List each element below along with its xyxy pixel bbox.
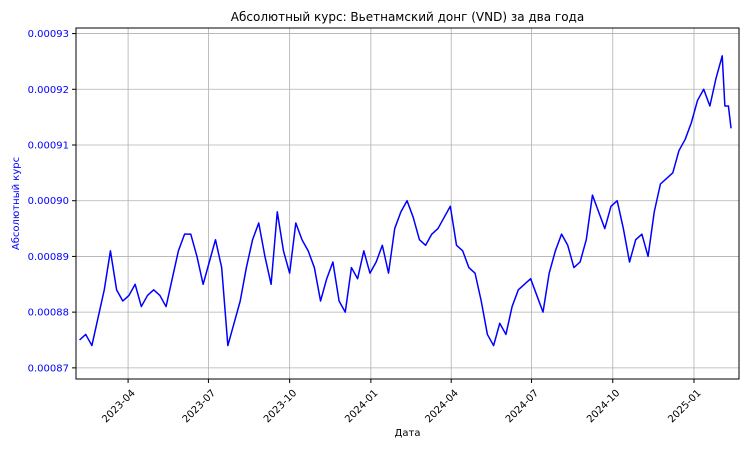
x-tick-label: 2025-01 — [666, 388, 703, 425]
series-layer — [79, 55, 732, 347]
x-tick-label: 2024-10 — [585, 388, 622, 425]
grid — [76, 28, 739, 379]
y-tick-label: 0.00087 — [28, 363, 69, 374]
x-tick-label: 2024-04 — [424, 388, 461, 425]
y-tick-label: 0.00091 — [28, 141, 69, 152]
y-tick-label: 0.00089 — [28, 252, 69, 263]
x-axis: 2023-04 2023-07 2023-10 2024-01 2024-04 2024-… — [100, 379, 704, 425]
x-tick-label: 2023-04 — [100, 388, 137, 425]
x-tick-label: 2023-07 — [181, 388, 218, 425]
x-tick-label: 2023-10 — [262, 388, 299, 425]
series-line — [79, 55, 732, 347]
y-tick-label: 0.00088 — [28, 308, 69, 319]
y-tick-label: 0.00092 — [28, 85, 69, 96]
y-tick-label: 0.00093 — [28, 29, 69, 40]
x-tick-label: 2024-07 — [504, 388, 541, 425]
plot-area-frame — [75, 27, 740, 380]
y-tick-label: 0.00090 — [28, 196, 69, 207]
y-axis-title: Абсолютный курс — [11, 157, 22, 250]
y-axis: 0.00087 0.00088 0.00089 0.00090 0.00091 0.000… — [28, 29, 76, 374]
x-tick-label: 2024-01 — [343, 388, 380, 425]
x-axis-title: Дата — [395, 428, 421, 439]
chart-title: Абсолютный курс: Вьетнамский донг (VND) … — [231, 10, 584, 24]
